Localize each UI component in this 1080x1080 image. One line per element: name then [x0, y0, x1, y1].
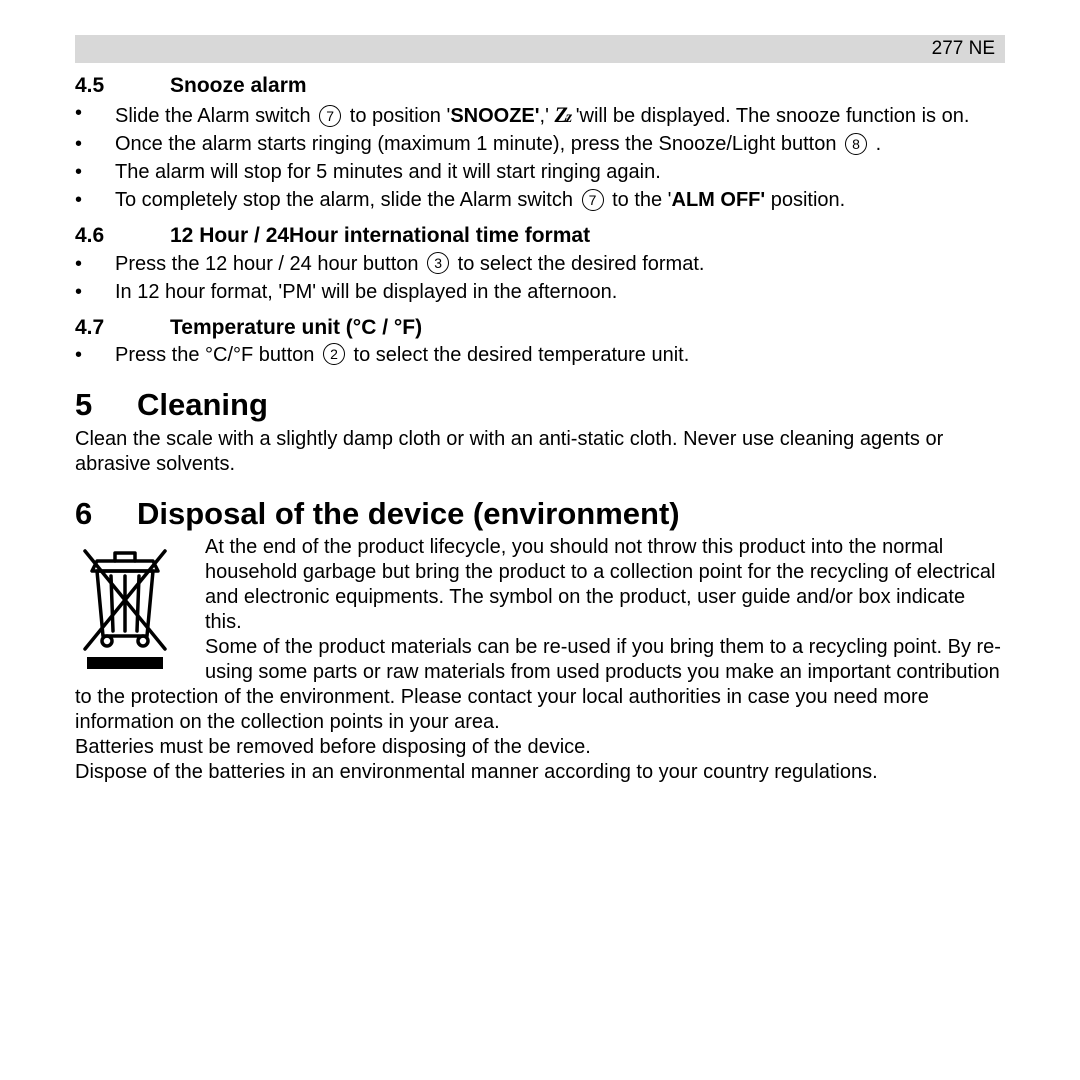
section-6-p1: At the end of the product lifecycle, you…	[205, 536, 996, 633]
list-item: • To completely stop the alarm, slide th…	[75, 188, 1005, 213]
list-text: Press the °C/°F button 2 to select the d…	[115, 343, 1005, 368]
weee-bin-icon	[75, 541, 175, 678]
header-bar: 277 NE	[75, 35, 1005, 63]
list-item: • Press the 12 hour / 24 hour button 3 t…	[75, 252, 1005, 277]
section-6-p2: Some of the product materials can be re-…	[75, 636, 1001, 733]
ref-icon: 8	[845, 133, 867, 155]
list-text: In 12 hour format, 'PM' will be displaye…	[115, 280, 1005, 305]
ref-icon: 7	[319, 105, 341, 127]
manual-page: 277 NE 4.5Snooze alarm • Slide the Alarm…	[0, 0, 1080, 785]
list-text: To completely stop the alarm, slide the …	[115, 188, 1005, 213]
list-item: • Slide the Alarm switch 7 to position '…	[75, 101, 1005, 129]
snooze-icon: Zz	[554, 105, 570, 127]
subheading-4-5: 4.5Snooze alarm	[75, 73, 1005, 99]
doc-code: 277 NE	[932, 37, 995, 61]
list-text: Press the 12 hour / 24 hour button 3 to …	[115, 252, 1005, 277]
ref-icon: 7	[582, 189, 604, 211]
list-4-7: • Press the °C/°F button 2 to select the…	[75, 343, 1005, 368]
list-item: • Once the alarm starts ringing (maximum…	[75, 132, 1005, 157]
list-4-5: • Slide the Alarm switch 7 to position '…	[75, 101, 1005, 213]
subheading-4-6: 4.612 Hour / 24Hour international time f…	[75, 223, 1005, 249]
list-text: Once the alarm starts ringing (maximum 1…	[115, 132, 1005, 157]
list-4-6: • Press the 12 hour / 24 hour button 3 t…	[75, 252, 1005, 305]
section-6-p3: Batteries must be removed before disposi…	[75, 736, 591, 758]
list-item: • Press the °C/°F button 2 to select the…	[75, 343, 1005, 368]
heading-5: 5Cleaning	[75, 386, 1005, 425]
section-6-p4: Dispose of the batteries in an environme…	[75, 761, 878, 783]
list-item: • In 12 hour format, 'PM' will be displa…	[75, 280, 1005, 305]
ref-icon: 2	[323, 343, 345, 365]
list-item: • The alarm will stop for 5 minutes and …	[75, 160, 1005, 185]
section-5-body: Clean the scale with a slightly damp clo…	[75, 427, 1005, 477]
list-text: The alarm will stop for 5 minutes and it…	[115, 160, 1005, 185]
heading-6: 6Disposal of the device (environment)	[75, 495, 1005, 534]
subheading-4-7: 4.7Temperature unit (°C / °F)	[75, 315, 1005, 341]
ref-icon: 3	[427, 252, 449, 274]
list-text: Slide the Alarm switch 7 to position 'SN…	[115, 101, 1005, 129]
section-6-body: At the end of the product lifecycle, you…	[75, 535, 1005, 785]
